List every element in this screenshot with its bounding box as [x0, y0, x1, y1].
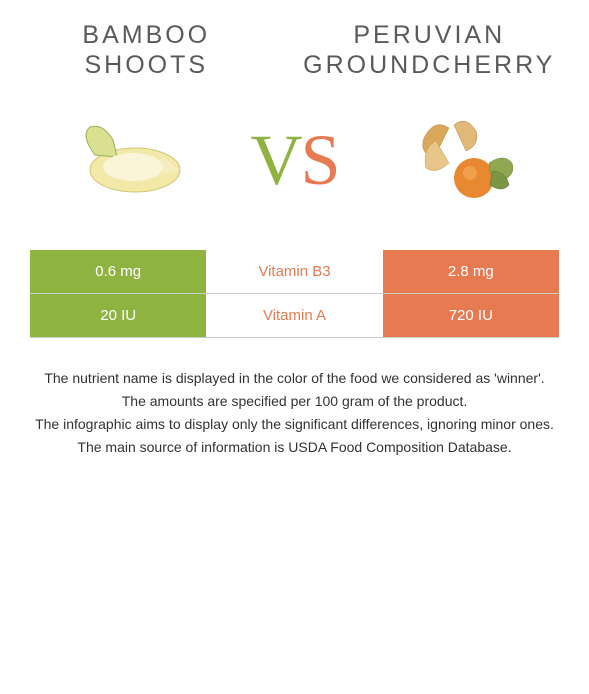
nutrient-cell: Vitamin A — [206, 294, 382, 337]
vs-s-letter: S — [300, 120, 338, 200]
titles-row: BAMBOO SHOOTS PERUVIAN GROUNDCHERRY — [15, 20, 574, 80]
note-line: The nutrient name is displayed in the co… — [25, 368, 564, 389]
left-value-cell: 0.6 mg — [30, 250, 206, 293]
vs-label: VS — [250, 119, 338, 202]
left-food-image — [60, 110, 200, 210]
vs-row: VS — [15, 110, 574, 210]
right-value-cell: 2.8 mg — [383, 250, 559, 293]
footnotes: The nutrient name is displayed in the co… — [15, 368, 574, 460]
table-row: 20 IU Vitamin A 720 IU — [30, 294, 559, 338]
table-row: 0.6 mg Vitamin B3 2.8 mg — [30, 250, 559, 294]
right-food-title: PERUVIAN GROUNDCHERRY — [295, 20, 565, 80]
note-line: The main source of information is USDA F… — [25, 437, 564, 458]
note-line: The amounts are specified per 100 gram o… — [25, 391, 564, 412]
left-value-cell: 20 IU — [30, 294, 206, 337]
left-food-title: BAMBOO SHOOTS — [25, 20, 268, 80]
right-food-image — [389, 110, 529, 210]
vs-v-letter: V — [250, 120, 300, 200]
right-value-cell: 720 IU — [383, 294, 559, 337]
comparison-table: 0.6 mg Vitamin B3 2.8 mg 20 IU Vitamin A… — [30, 250, 559, 338]
nutrient-cell: Vitamin B3 — [206, 250, 382, 293]
note-line: The infographic aims to display only the… — [25, 414, 564, 435]
